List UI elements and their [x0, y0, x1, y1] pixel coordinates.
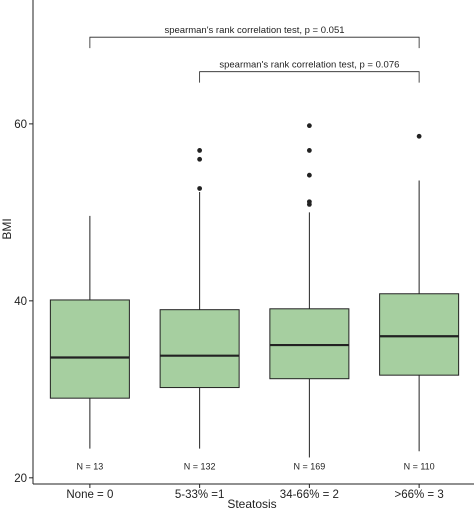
comparison-bracket: spearman's rank correlation test, p = 0.… [199, 60, 420, 83]
comparison-label: spearman's rank correlation test, p = 0.… [164, 25, 344, 36]
n-label: N = 169 [293, 461, 325, 471]
y-tick-label: 40 [14, 296, 27, 308]
y-axis-title: BMI [0, 218, 14, 239]
outlier-point [416, 133, 422, 139]
n-label: N = 110 [404, 461, 435, 471]
outlier-point [197, 156, 203, 162]
boxes: N = 13 N = 132 N = 169 N = 110 [49, 123, 460, 471]
outlier-point [306, 172, 312, 178]
n-label: N = 132 [184, 461, 216, 471]
box-group: N = 132 [159, 148, 240, 471]
n-label: N = 13 [76, 461, 103, 471]
iqr-box [49, 299, 130, 399]
comparison-bracket: spearman's rank correlation test, p = 0.… [89, 25, 420, 49]
y-tick-label: 60 [14, 119, 27, 131]
box-group: N = 169 [269, 123, 350, 471]
comparison-label: spearman's rank correlation test, p = 0.… [219, 60, 399, 71]
iqr-box [159, 309, 240, 389]
outlier-point [306, 123, 312, 129]
x-tick-label: 5-33% =1 [175, 489, 225, 501]
x-tick-label: 34-66% = 2 [280, 489, 339, 501]
x-tick-label: None = 0 [66, 489, 113, 501]
outlier-point [306, 148, 312, 153]
outlier-point [197, 148, 203, 153]
box-group: N = 110 [379, 133, 460, 471]
outlier-point [197, 186, 203, 191]
bracket-line [199, 71, 420, 83]
comparison-brackets: spearman's rank correlation test, p = 0.… [89, 25, 420, 83]
bracket-line [89, 36, 420, 49]
outlier-point [306, 199, 312, 205]
iqr-box [269, 308, 350, 380]
y-tick-label: 20 [14, 473, 27, 485]
x-tick-label: >66% = 3 [395, 489, 444, 501]
x-axis-title: Steatosis [227, 497, 276, 511]
iqr-box [379, 293, 460, 376]
box-group: N = 13 [49, 215, 130, 471]
